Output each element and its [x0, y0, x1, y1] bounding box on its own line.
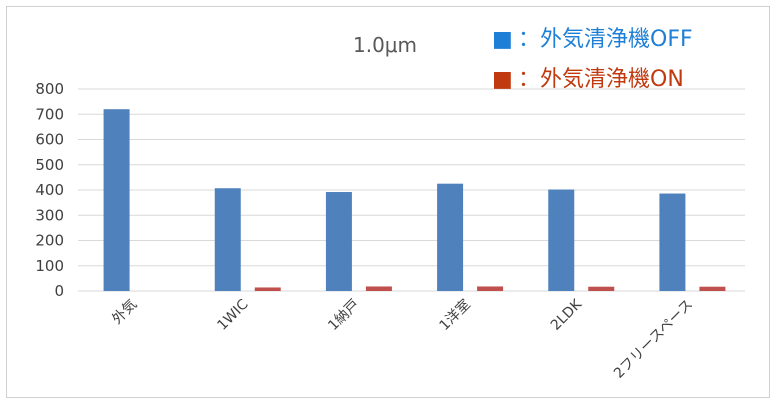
x-category-label: 2LDK — [548, 296, 586, 334]
chart-title: 1.0μm — [353, 33, 417, 57]
bar-off — [214, 188, 241, 291]
bar-off — [548, 189, 575, 291]
legend-label-on: ：外気清浄機ON — [518, 67, 684, 92]
chart-frame — [6, 6, 770, 398]
bar-on — [254, 287, 281, 291]
x-category-label: 1洋室 — [436, 296, 474, 334]
legend-marker-off: ■ — [492, 27, 513, 52]
legend: ■ ：外気清浄機OFF ■ ：外気清浄機ON — [492, 27, 693, 92]
bars — [103, 109, 726, 291]
y-tick-label: 500 — [35, 156, 64, 174]
legend-label-off: ：外気清浄機OFF — [518, 27, 693, 52]
bar-on — [365, 286, 392, 291]
x-category-label: 外気 — [109, 297, 140, 328]
bar-off — [325, 192, 352, 291]
y-tick-label: 100 — [35, 257, 64, 275]
bar-on — [477, 286, 504, 291]
y-tick-label: 300 — [35, 206, 64, 224]
bar-on — [699, 286, 726, 291]
x-category-label: 2フリースペース — [611, 297, 696, 382]
bar-off — [103, 109, 130, 291]
gridlines — [78, 88, 745, 292]
y-tick-label: 800 — [35, 80, 64, 98]
y-axis-ticks: 0 100 200 300 400 500 600 700 800 — [35, 80, 64, 300]
x-axis-categories: 外気 1WIC 1納戸 1洋室 2LDK 2フリースペース — [109, 296, 696, 382]
x-category-label: 1WIC — [214, 296, 251, 333]
y-tick-label: 700 — [35, 105, 64, 123]
x-category-label: 1納戸 — [325, 297, 362, 334]
y-tick-label: 200 — [35, 232, 64, 250]
y-tick-label: 600 — [35, 131, 64, 149]
y-tick-label: 400 — [35, 181, 64, 199]
y-tick-label: 0 — [54, 282, 64, 300]
bar-off — [659, 193, 686, 291]
bar-off — [437, 183, 464, 291]
bar-on — [588, 286, 615, 291]
legend-marker-on: ■ — [492, 67, 513, 92]
